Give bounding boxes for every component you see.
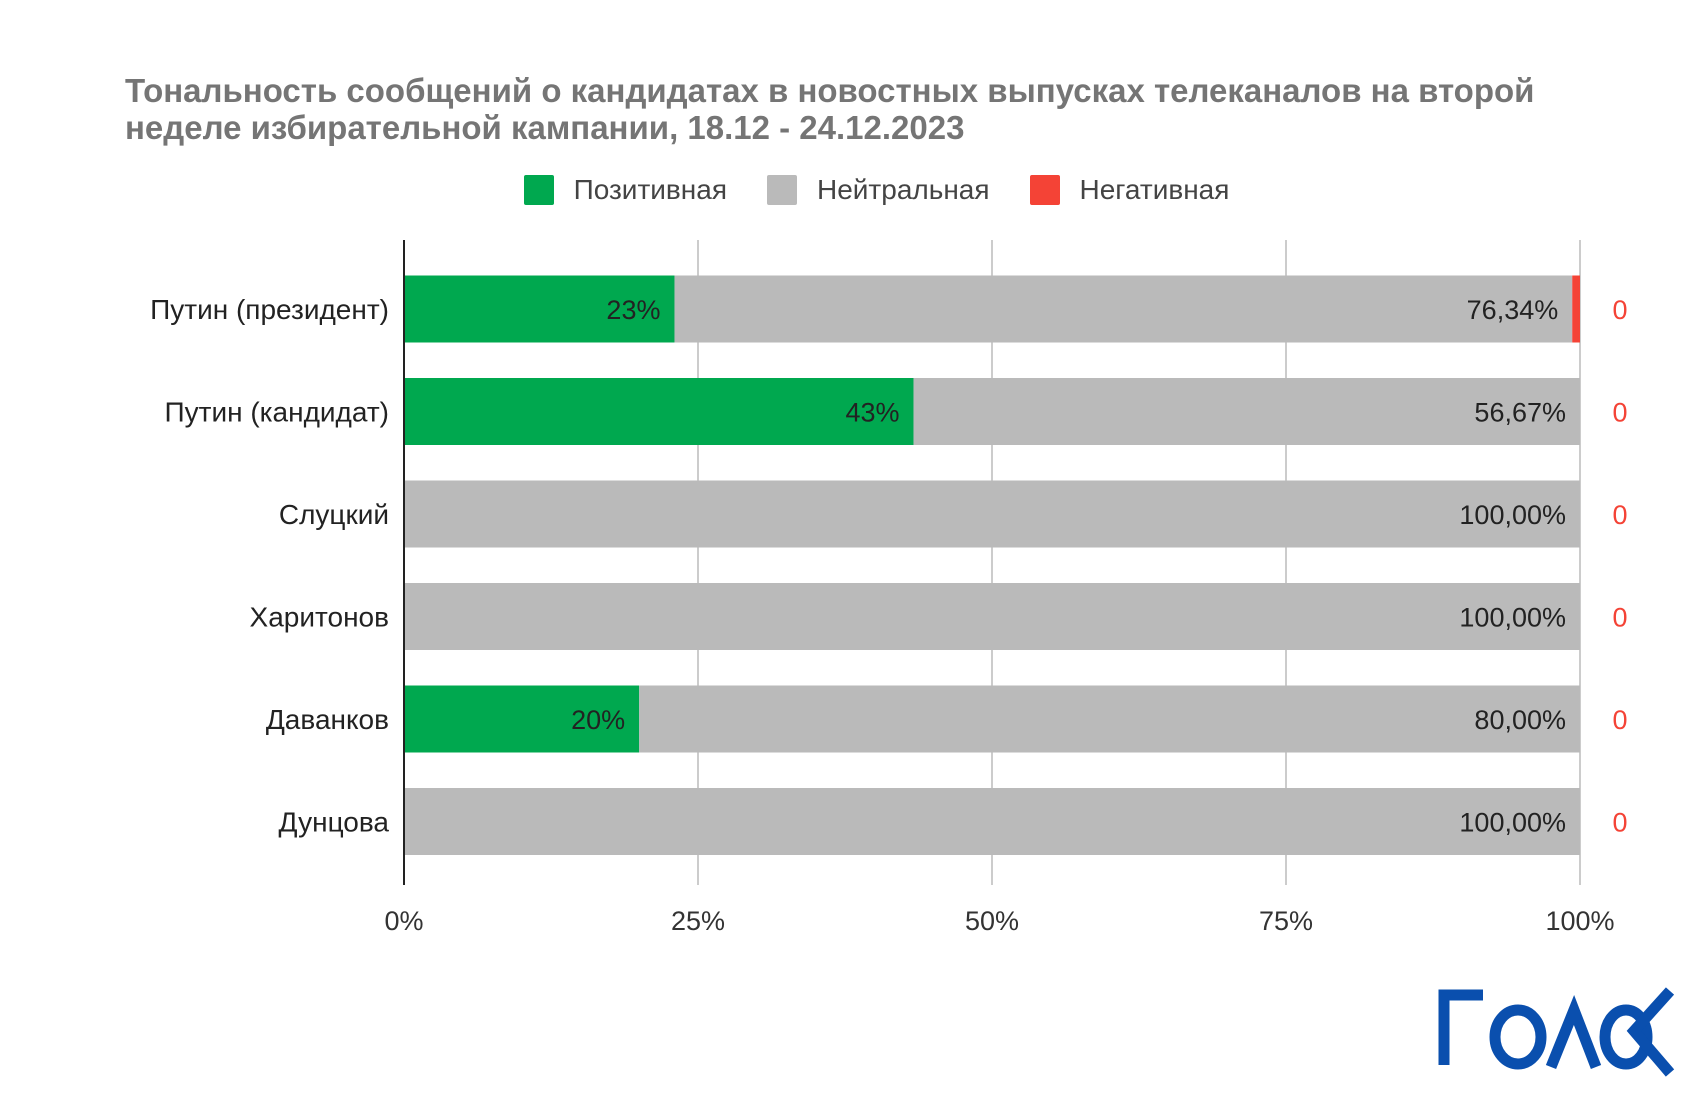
data-label: 0 [1612,398,1627,428]
bar-2 [1572,275,1580,343]
logo-letter-s [1626,987,1675,1077]
bar-1 [404,583,1580,650]
logo-letter-o1 [1489,1004,1547,1070]
legend: Позитивная Нейтральная Негативная [0,174,1698,206]
data-label: 0 [1612,295,1627,325]
legend-item: Негативная [1029,174,1230,206]
bar-1 [404,480,1580,548]
legend-swatch [766,175,797,205]
data-label: 43% [846,398,900,428]
x-tick-label: 50% [965,906,1019,936]
legend-swatch [1029,175,1060,205]
legend-label: Позитивная [573,174,727,205]
bar-1 [404,788,1580,855]
category-label: Даванков [266,704,389,735]
category-label: Харитонов [250,602,389,633]
bar-0 [404,685,640,753]
legend-swatch [523,175,554,205]
data-label: 100,00% [1459,808,1566,838]
legend-item: Нейтральная [766,174,990,206]
category-label: Слуцкий [279,499,389,530]
bar-1 [639,685,1580,753]
bar-1 [674,275,1573,343]
data-label: 76,34% [1467,295,1559,325]
data-label: 23% [606,295,660,325]
x-tick-label: 100% [1545,906,1614,936]
x-tick-label: 0% [384,906,423,936]
data-label: 0 [1612,603,1627,633]
data-label: 20% [571,705,625,735]
legend-item: Позитивная [523,174,727,206]
x-tick-label: 75% [1259,906,1313,936]
legend-label: Нейтральная [816,174,990,205]
bar-0 [404,275,675,343]
data-label: 0 [1612,705,1627,735]
category-label: Путин (президент) [150,294,389,325]
bar-0 [404,378,914,445]
data-label: 0 [1612,500,1627,530]
data-label: 0 [1612,808,1627,838]
category-label: Дунцова [279,807,390,838]
logo-letter-l [1545,995,1602,1070]
chart-title: Тональность сообщений о кандидатах в нов… [125,72,1535,146]
golos-logo [1438,987,1675,1077]
x-tick-label: 25% [671,906,725,936]
logo-letter-o2 [1599,1004,1653,1070]
data-label: 100,00% [1459,500,1566,530]
data-label: 56,67% [1474,398,1566,428]
data-label: 80,00% [1474,705,1566,735]
category-label: Путин (кандидат) [165,397,389,428]
bar-1 [913,378,1580,445]
logo-letter-g [1438,989,1483,1065]
legend-label: Негативная [1079,174,1230,205]
data-label: 100,00% [1459,603,1566,633]
